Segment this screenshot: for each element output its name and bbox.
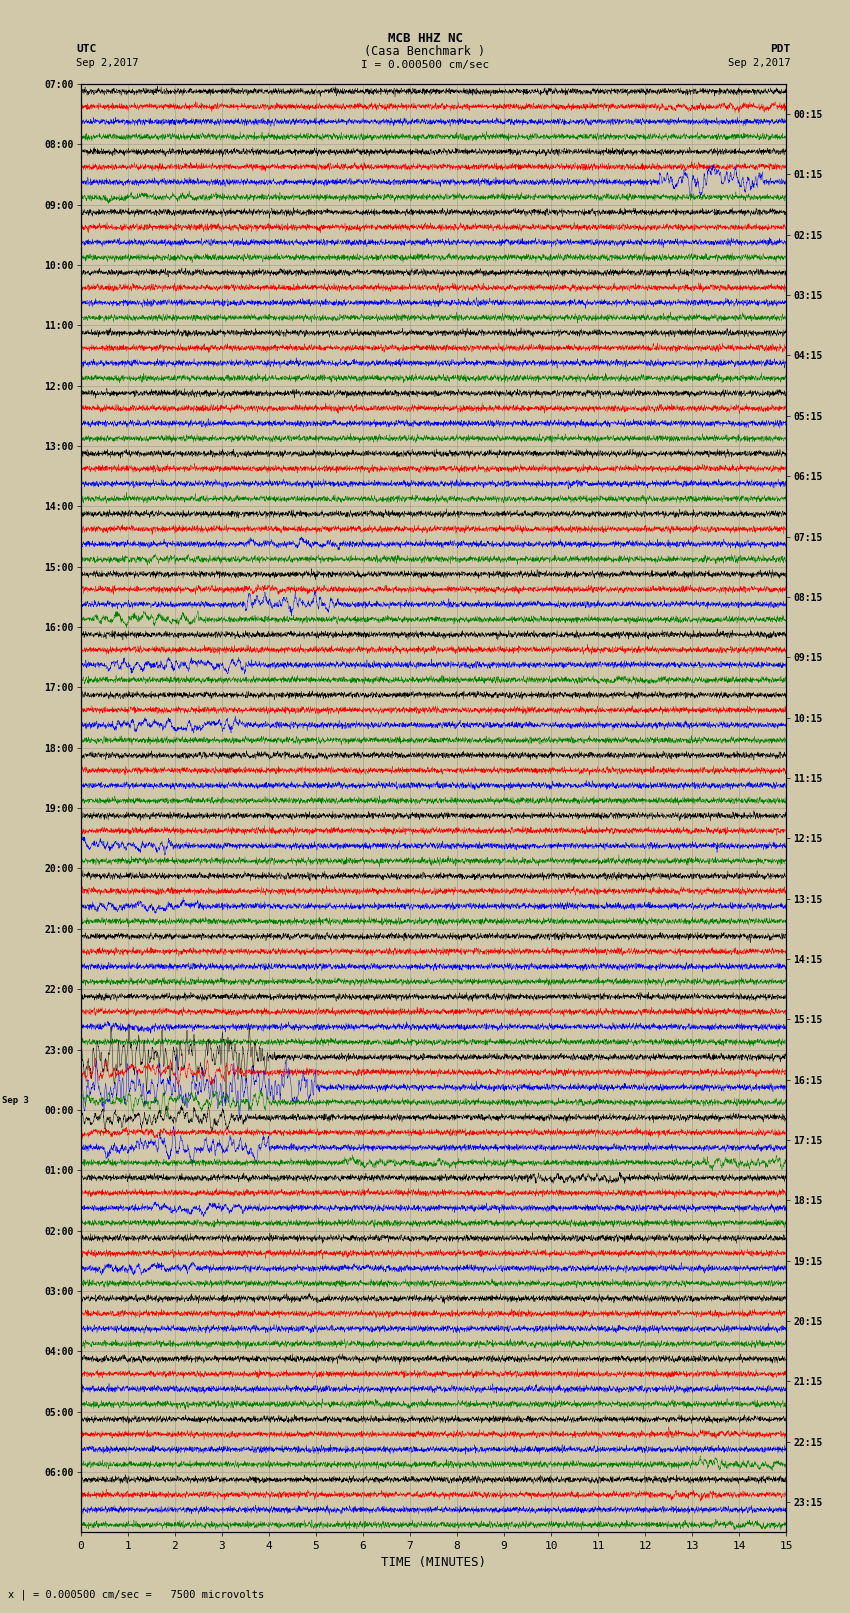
- X-axis label: TIME (MINUTES): TIME (MINUTES): [381, 1555, 486, 1568]
- Text: x | = 0.000500 cm/sec =   7500 microvolts: x | = 0.000500 cm/sec = 7500 microvolts: [8, 1589, 264, 1600]
- Text: UTC: UTC: [76, 44, 97, 53]
- Text: Sep 3: Sep 3: [2, 1097, 29, 1105]
- Text: Sep 2,2017: Sep 2,2017: [728, 58, 791, 68]
- Text: Sep 2,2017: Sep 2,2017: [76, 58, 139, 68]
- Text: I = 0.000500 cm/sec: I = 0.000500 cm/sec: [361, 60, 489, 69]
- Text: (Casa Benchmark ): (Casa Benchmark ): [365, 45, 485, 58]
- Text: MCB HHZ NC: MCB HHZ NC: [388, 32, 462, 45]
- Text: PDT: PDT: [770, 44, 790, 53]
